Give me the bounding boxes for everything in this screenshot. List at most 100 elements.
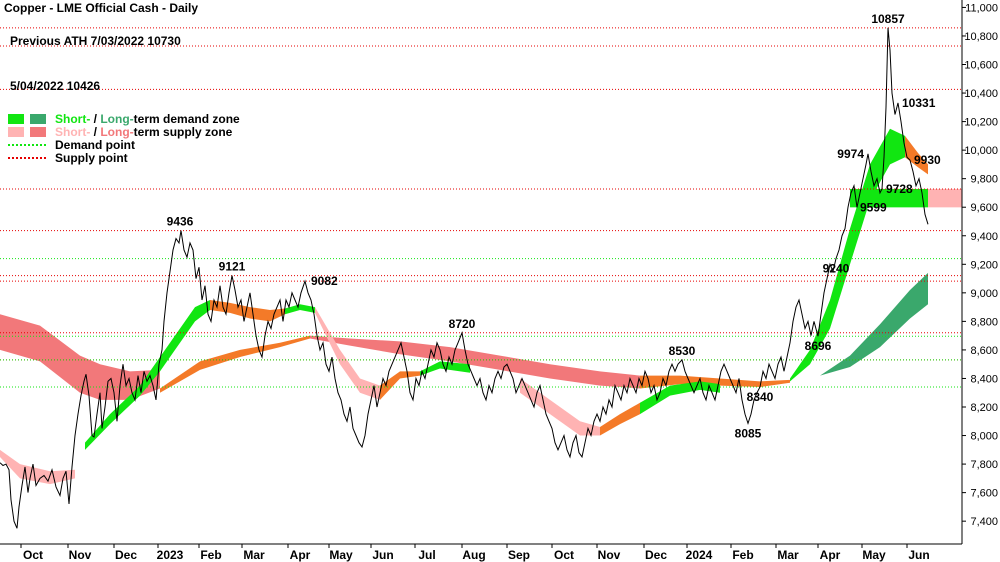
zones-layer [0,128,962,485]
y-tick-label-8400: 8,400 [970,373,998,385]
y-tick-label-8800: 8,800 [970,316,998,328]
y-tick-label-11000: 11,000 [965,2,998,14]
x-tick-label-9: Jul [418,548,435,562]
price-label-9436: 9436 [167,215,194,229]
price-label-8085: 8085 [735,426,762,440]
x-tick-label-17: Mar [777,548,799,562]
legend-supply-point-label: Supply point [55,151,128,165]
zone-rise-orange [380,371,420,400]
legend-swatch-short-demand [8,114,24,124]
y-tick-label-9000: 9,000 [970,288,998,300]
y-tick-label-7600: 7,600 [970,488,998,500]
legend-long-supply-label: Long- [100,125,133,139]
x-tick-label-11: Sep [508,548,530,562]
price-label-9082: 9082 [311,274,338,288]
zone-long-demand-orange [160,335,310,393]
x-tick-label-10: Aug [462,548,485,562]
y-tick-label-9200: 9,200 [970,259,998,271]
x-tick-label-18: Apr [820,548,841,562]
y-tick-label-7800: 7,800 [970,459,998,471]
price-label-8696: 8696 [805,339,832,353]
zone-winter-green [640,381,720,415]
x-tick-label-4: Feb [200,548,221,562]
price-labels-layer: 10857 10331 9974 9930 9728 9599 9436 9121 9082 92… [167,12,941,441]
y-axis: 7,400 7,600 7,800 8,000 8,200 8,400 8,600 8,800… [961,0,998,544]
zone-long-supply-pink [310,335,640,389]
x-tick-label-0: Oct [23,548,43,562]
price-line [0,27,929,529]
y-tick-label-8600: 8,600 [970,345,998,357]
x-tick-label-20: Jun [908,548,929,562]
legend-long-demand-label: Long- [100,112,133,126]
zone-late-orange [600,402,640,436]
legend-row-demand-zone: Short- / Long-term demand zone [55,112,240,126]
x-tick-label-5: Mar [243,548,265,562]
y-tick-label-8000: 8,000 [970,431,998,443]
legend-separator: / [90,112,100,126]
y-tick-label-8200: 8,200 [970,402,998,414]
price-label-8340: 8340 [747,390,774,404]
current-supply-box [928,188,962,208]
zone-long-demand-green [820,272,928,376]
x-tick-label-13: Nov [598,548,621,562]
zone-long-supply-red [0,314,160,400]
x-tick-label-1: Nov [69,548,92,562]
legend-demand-zone-text: term demand zone [134,112,240,126]
price-label-9930: 9930 [914,153,941,167]
y-tick-label-9800: 9,800 [970,174,998,186]
y-tick-label-7400: 7,400 [970,516,998,528]
legend-swatch-long-supply [30,127,46,137]
legend: Short- / Long-term demand zone Short- / … [8,112,240,165]
x-tick-label-3: 2023 [157,548,184,562]
price-label-8530: 8530 [669,344,696,358]
zone-early-supply-pink [0,449,75,485]
x-tick-label-12: Oct [554,548,574,562]
y-tick-label-10600: 10,600 [964,60,998,72]
zone-short-supply-orange [905,135,928,175]
zone-late-pink [520,378,600,436]
price-label-9121: 9121 [219,260,246,274]
x-tick-label-2: Dec [115,548,137,562]
legend-row-supply-zone: Short- / Long-term supply zone [55,125,233,139]
x-tick-label-19: May [862,548,886,562]
zone-short-demand-green [790,128,905,382]
zone-mid-orange [210,299,285,322]
x-tick-label-15: 2024 [686,548,713,562]
price-layer [0,27,929,529]
legend-swatch-long-demand [30,114,46,124]
x-tick-label-8: Jun [372,548,393,562]
y-tick-label-9400: 9,400 [970,231,998,243]
price-label-8720: 8720 [449,317,476,331]
price-label-9974: 9974 [837,147,864,161]
legend-separator: / [90,125,100,139]
y-tick-label-9600: 9,600 [970,202,998,214]
x-tick-label-14: Dec [645,548,667,562]
y-tick-label-10000: 10,000 [964,145,998,157]
horizontal-lines-layer [0,27,962,388]
annotation-previous-ath: Previous ATH 7/03/2022 10730 [10,34,181,48]
price-label-9728: 9728 [886,182,913,196]
y-tick-label-10200: 10,200 [964,117,998,129]
chart-title: Copper - LME Official Cash - Daily [4,1,198,15]
legend-swatch-short-supply [8,127,24,137]
current-demand-box [850,188,928,208]
y-tick-label-10800: 10,800 [964,31,998,43]
price-label-10857: 10857 [871,12,905,26]
zone-mid-green [285,304,315,315]
x-tick-label-16: Feb [732,548,753,562]
y-tick-label-10400: 10,400 [964,88,998,100]
zone-drop-pink [315,307,380,400]
legend-short-demand-label: Short- [55,112,90,126]
price-label-9240: 9240 [823,262,850,276]
legend-demand-point-label: Demand point [55,138,135,152]
legend-supply-zone-text: term supply zone [134,125,233,139]
x-tick-label-6: Apr [290,548,311,562]
x-tick-label-7: May [329,548,353,562]
legend-short-supply-label: Short- [55,125,90,139]
zone-long-demand-orange2 [640,375,790,389]
x-axis: Oct Nov Dec 2023 Feb Mar Apr May Jun Jul Aug Sep Oct… [0,543,962,562]
price-label-10331: 10331 [902,96,936,110]
price-label-9599: 9599 [860,200,887,214]
